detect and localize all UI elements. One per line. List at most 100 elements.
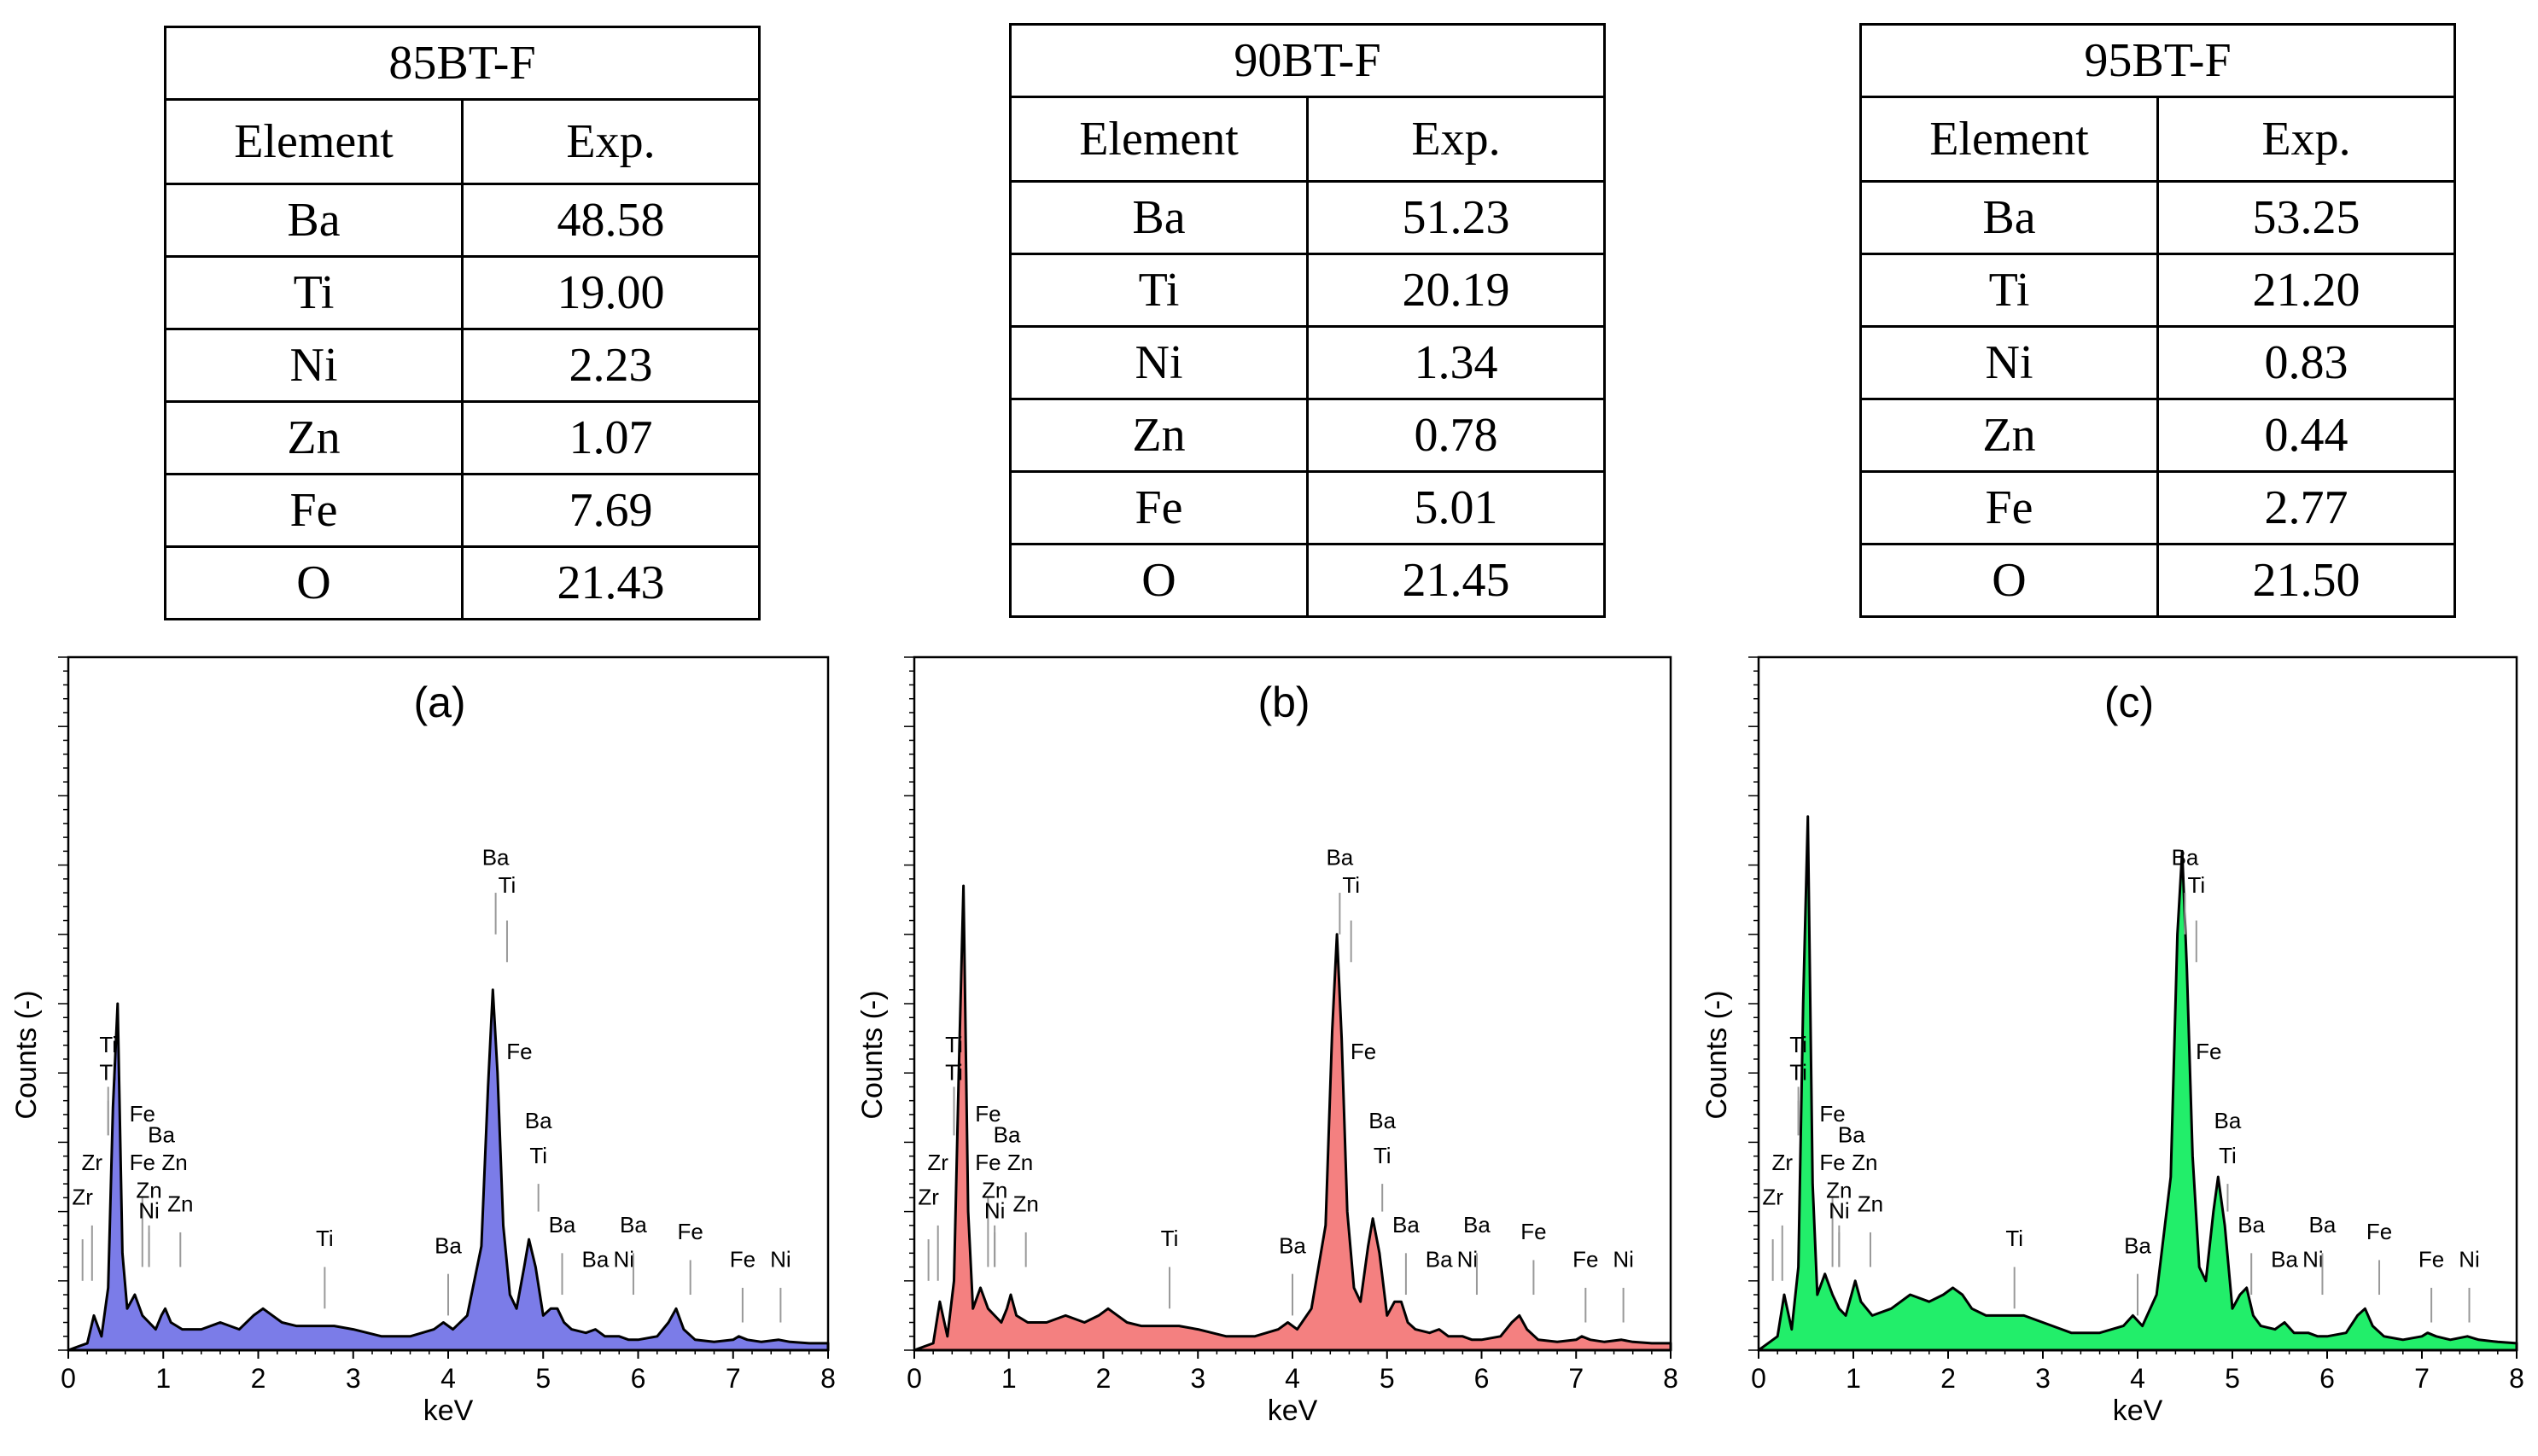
x-tick-label: 3 — [1190, 1363, 1205, 1394]
table-cell-value: 1.07 — [461, 400, 761, 475]
y-axis-label: Counts (-) — [1701, 990, 1733, 1119]
table-cell-element: Ba — [164, 183, 464, 258]
peak-label: Ba — [2214, 1108, 2242, 1133]
panel-title: (b) — [1257, 678, 1310, 726]
x-tick-label: 6 — [1474, 1363, 1490, 1394]
peak-label: Ni — [770, 1247, 791, 1273]
x-tick-label: 6 — [2319, 1363, 2335, 1394]
composition-table-85bt: 85BT-F Element Exp. Ba 48.58 Ti 19.00 Ni 2.… — [164, 26, 761, 620]
peak-label: Ti — [1342, 872, 1360, 898]
table-cell-element: Ti — [1009, 253, 1309, 328]
table-cell-value: 2.77 — [2156, 470, 2456, 545]
peak-label: Ba — [1463, 1212, 1491, 1238]
peak-label: Ba — [482, 845, 510, 871]
x-tick-label: 6 — [631, 1363, 646, 1394]
table-cell-value: 0.78 — [1306, 398, 1606, 473]
spectrum-area — [67, 988, 830, 1352]
peak-label: Ni — [2459, 1247, 2480, 1273]
peak-label: Zn — [161, 1150, 187, 1175]
table-cell-element: Fe — [1009, 470, 1309, 545]
peak-label: Zn — [1826, 1177, 1852, 1203]
table-cell-element: Ti — [1859, 253, 2159, 328]
table-cell-value: 5.01 — [1306, 470, 1606, 545]
x-tick-label: 7 — [1568, 1363, 1584, 1394]
peak-label: Ba — [1838, 1121, 1865, 1147]
column-header-exp: Exp. — [461, 98, 761, 185]
peak-label: Fe — [1572, 1247, 1598, 1273]
peak-label: Ni — [984, 1198, 1006, 1224]
peak-label: Ti — [2219, 1143, 2237, 1168]
peak-label: Ba — [435, 1232, 462, 1258]
x-axis-label: keV — [423, 1395, 474, 1427]
peak-label: Ni — [138, 1198, 160, 1224]
peak-label: Ba — [994, 1121, 1021, 1147]
peak-label: Fe — [1520, 1219, 1546, 1244]
x-axis-label: keV — [2113, 1395, 2163, 1427]
peak-label: Fe — [1351, 1039, 1376, 1064]
column-header-element: Element — [164, 98, 464, 185]
panel-title: (a) — [413, 678, 465, 726]
peak-label: Zr — [72, 1184, 93, 1209]
peak-label: Ba — [525, 1108, 552, 1133]
peak-label: Ti — [945, 1032, 963, 1057]
table-cell-value: 21.43 — [461, 545, 761, 620]
peak-label: Zr — [918, 1184, 939, 1209]
x-tick-label: 1 — [1001, 1363, 1017, 1394]
peak-label: Zn — [167, 1191, 193, 1217]
peak-label: Fe — [1819, 1101, 1845, 1127]
column-header-element: Element — [1859, 96, 2159, 183]
x-tick-label: 7 — [726, 1363, 741, 1394]
peak-label: Zn — [1013, 1191, 1039, 1217]
x-tick-label: 8 — [1663, 1363, 1678, 1394]
peak-label: Ba — [2309, 1212, 2337, 1238]
peak-label: Fe — [506, 1039, 532, 1064]
x-tick-label: 1 — [1846, 1363, 1861, 1394]
peak-label: Fe — [130, 1101, 155, 1127]
peak-label: Ti — [1161, 1226, 1179, 1251]
x-tick-label: 2 — [1940, 1363, 1956, 1394]
peak-label: Ni — [614, 1247, 635, 1273]
table-cell-element: O — [164, 545, 464, 620]
peak-label: Ti — [99, 1032, 117, 1057]
peak-label: Zn — [1007, 1150, 1033, 1175]
composition-table-90bt: 90BT-F Element Exp. Ba 51.23 Ti 20.19 Ni 1.… — [1009, 23, 1606, 618]
table-cell-element: Zn — [164, 400, 464, 475]
peak-label: Ba — [549, 1212, 576, 1238]
x-tick-label: 1 — [155, 1363, 171, 1394]
peak-label: Ti — [1789, 1032, 1807, 1057]
composition-table-95bt: 95BT-F Element Exp. Ba 53.25 Ti 21.20 Ni 0.… — [1859, 23, 2456, 618]
y-axis-label: Counts (-) — [856, 990, 889, 1119]
x-tick-label: 4 — [441, 1363, 456, 1394]
table-cell-element: Zn — [1859, 398, 2159, 473]
peak-label: Ba — [620, 1212, 647, 1238]
x-tick-label: 4 — [1285, 1363, 1300, 1394]
peak-label: Ba — [2238, 1212, 2265, 1238]
x-tick-label: 2 — [1096, 1363, 1111, 1394]
x-tick-label: 0 — [1751, 1363, 1766, 1394]
x-tick-label: 4 — [2130, 1363, 2145, 1394]
column-header-exp: Exp. — [1306, 96, 1606, 183]
peak-label: Ba — [1279, 1232, 1306, 1258]
table-title: 90BT-F — [1009, 23, 1606, 98]
peak-label: Ti — [499, 872, 516, 898]
table-cell-element: O — [1009, 543, 1309, 618]
table-cell-element: Zn — [1009, 398, 1309, 473]
peak-label: Ba — [1368, 1108, 1396, 1133]
peak-label: Ba — [2124, 1232, 2151, 1258]
table-cell-value: 53.25 — [2156, 180, 2456, 255]
peak-label: Ba — [1426, 1247, 1453, 1273]
peak-label: Ba — [1392, 1212, 1420, 1238]
table-cell-value: 0.83 — [2156, 325, 2456, 400]
table-title: 85BT-F — [164, 26, 761, 101]
table-cell-value: 7.69 — [461, 473, 761, 548]
peak-label: Ni — [1457, 1247, 1479, 1273]
table-cell-element: Ni — [1859, 325, 2159, 400]
peak-label: Fe — [678, 1219, 703, 1244]
peak-label: Ba — [2172, 845, 2199, 871]
table-cell-value: 19.00 — [461, 255, 761, 330]
spectrum-area — [913, 884, 1672, 1352]
peak-label: Ba — [148, 1121, 175, 1147]
peak-label: Fe — [730, 1247, 756, 1273]
peak-label: Ni — [1613, 1247, 1634, 1273]
x-tick-label: 8 — [2509, 1363, 2524, 1394]
